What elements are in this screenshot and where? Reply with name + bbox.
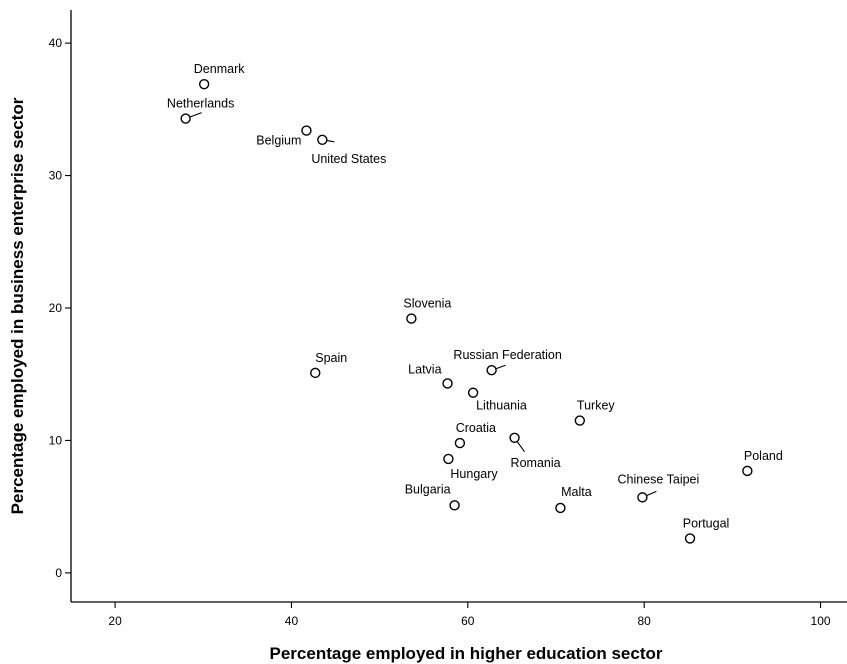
y-tick-label: 30 [49, 169, 63, 183]
data-point-united-states [317, 134, 328, 145]
point-label-latvia: Latvia [408, 362, 441, 376]
y-tick-label: 40 [49, 36, 63, 50]
x-axis-title: Percentage employed in higher education … [270, 644, 663, 663]
point-label-croatia: Croatia [456, 421, 496, 435]
axes [70, 10, 847, 603]
point-label-slovenia: Slovenia [403, 297, 451, 311]
point-label-turkey: Turkey [577, 399, 615, 413]
x-tick-label: 40 [285, 614, 299, 628]
x-tick-label: 100 [811, 614, 831, 628]
y-tick-label: 20 [49, 301, 63, 315]
point-label-portugal: Portugal [683, 516, 730, 530]
point-label-netherlands: Netherlands [167, 97, 234, 111]
y-tick-label: 10 [49, 433, 63, 447]
data-point-slovenia [406, 313, 417, 324]
data-point-malta [555, 502, 566, 514]
data-point-belgium [301, 125, 312, 136]
data-point-denmark [198, 78, 210, 90]
point-labels: Denmark Netherlands Belgium United States Sl… [167, 62, 783, 530]
point-label-lithuania: Lithuania [476, 399, 527, 413]
data-point-russian-federation [486, 365, 497, 376]
x-tick-label: 20 [108, 614, 122, 628]
data-point-poland [742, 465, 753, 477]
point-label-spain: Spain [315, 351, 347, 365]
data-point-lithuania [467, 387, 479, 398]
y-tick-label: 0 [55, 566, 62, 580]
point-label-russian-federation: Russian Federation [453, 348, 561, 362]
data-point-hungary [443, 453, 454, 465]
data-point-portugal [684, 533, 696, 544]
point-label-hungary: Hungary [450, 467, 498, 481]
data-point-latvia [442, 378, 453, 389]
x-tick-label: 60 [461, 614, 475, 628]
x-tick-label: 80 [638, 614, 652, 628]
point-label-malta: Malta [561, 485, 592, 499]
point-label-belgium: Belgium [256, 134, 301, 148]
point-label-poland: Poland [744, 449, 783, 463]
data-points [180, 78, 753, 544]
data-point-croatia [454, 437, 466, 449]
point-label-romania: Romania [511, 456, 561, 470]
ticks: 20 40 60 80 100 0 10 20 30 40 [49, 36, 831, 628]
data-point-spain [310, 367, 321, 379]
point-label-chinese-taipei: Chinese Taipei [618, 472, 700, 486]
data-point-netherlands [180, 113, 191, 124]
y-axis-title: Percentage employed in business enterpri… [8, 97, 27, 514]
point-label-bulgaria: Bulgaria [405, 482, 451, 496]
point-label-united-states: United States [311, 152, 386, 166]
data-point-bulgaria [449, 500, 460, 511]
data-point-turkey [574, 415, 586, 426]
data-point-romania [509, 432, 520, 443]
point-label-denmark: Denmark [194, 62, 245, 76]
data-point-chinese-taipei [637, 492, 648, 503]
